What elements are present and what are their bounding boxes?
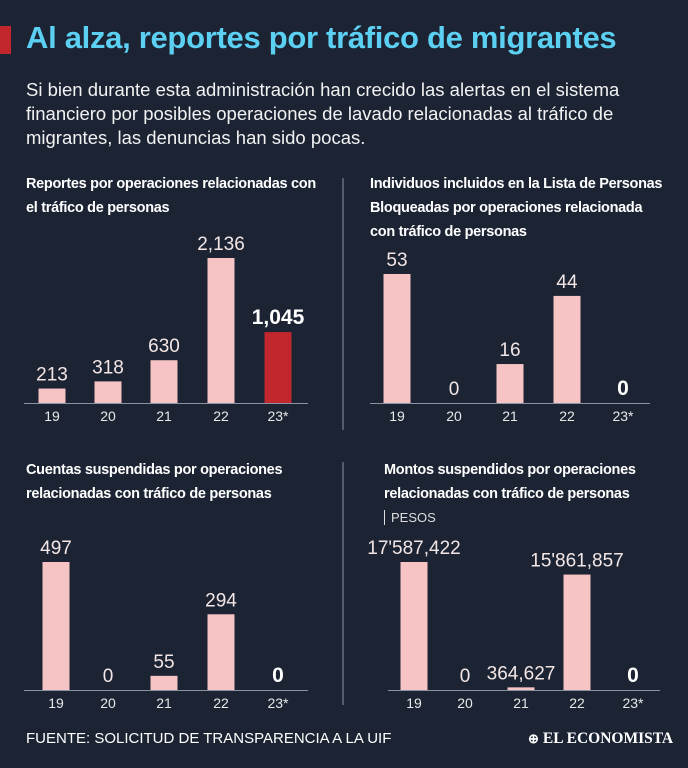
- bar: [383, 274, 411, 403]
- brand-icon: ⊕: [528, 731, 539, 746]
- bar: [207, 258, 235, 403]
- value-label: 53: [386, 250, 407, 271]
- value-label: 0: [272, 664, 284, 687]
- value-label: 318: [92, 357, 124, 378]
- x-tick-label: 20: [446, 408, 462, 424]
- bar: [264, 332, 292, 403]
- chart-title: Cuentas suspendidas por operaciones rela…: [26, 462, 283, 502]
- bar: [507, 687, 535, 690]
- value-label: 16: [499, 340, 520, 361]
- bar: [563, 574, 591, 690]
- x-tick-label: 19: [48, 695, 64, 711]
- x-tick-label: 23*: [622, 695, 644, 711]
- value-label: 17'587,422: [367, 538, 460, 559]
- bar: [496, 364, 524, 403]
- x-tick-label: 21: [156, 695, 172, 711]
- bar: [553, 295, 581, 403]
- x-tick-label: 23*: [267, 695, 289, 711]
- value-label: 213: [36, 365, 68, 386]
- value-label: 1,045: [252, 306, 305, 329]
- bar: [42, 562, 70, 690]
- x-tick-label: 21: [156, 408, 172, 424]
- bar: [38, 388, 66, 403]
- x-tick-label: 22: [213, 408, 229, 424]
- bar: [150, 360, 178, 403]
- x-tick-label: 23*: [267, 408, 289, 424]
- x-tick-label: 21: [502, 408, 518, 424]
- x-tick-label: 20: [100, 408, 116, 424]
- value-label: 0: [103, 666, 114, 687]
- unit-label: PESOS: [384, 510, 436, 525]
- x-tick-label: 19: [406, 695, 422, 711]
- x-tick-label: 20: [100, 695, 116, 711]
- value-label: 2,136: [197, 234, 245, 255]
- value-label: 15'861,857: [530, 551, 623, 572]
- value-label: 497: [40, 538, 72, 559]
- chart-title: Montos suspendidos por operaciones relac…: [384, 462, 636, 502]
- x-tick-label: 22: [569, 695, 585, 711]
- value-label: 294: [205, 590, 237, 611]
- x-tick-label: 22: [213, 695, 229, 711]
- bar: [207, 614, 235, 690]
- page-subtitle: Si bien durante esta administración han …: [26, 79, 620, 148]
- x-tick-label: 21: [513, 695, 529, 711]
- x-tick-label: 23*: [612, 408, 634, 424]
- brand-name: EL ECONOMISTA: [542, 730, 674, 747]
- value-label: 0: [460, 666, 471, 687]
- accent-bar: [0, 26, 11, 54]
- bar: [94, 381, 122, 403]
- value-label: 364,627: [487, 663, 556, 684]
- value-label: 0: [617, 377, 629, 400]
- value-label: 630: [148, 336, 180, 357]
- bar: [150, 675, 178, 690]
- x-tick-label: 22: [559, 408, 575, 424]
- chart-title: Individuos incluidos en la Lista de Pers…: [370, 176, 663, 240]
- brand: ⊕ EL ECONOMISTA: [528, 730, 673, 748]
- x-tick-label: 20: [457, 695, 473, 711]
- x-tick-label: 19: [44, 408, 60, 424]
- value-label: 0: [627, 664, 639, 687]
- x-tick-label: 19: [389, 408, 405, 424]
- bar: [400, 562, 428, 690]
- source: FUENTE: SOLICITUD DE TRANSPARENCIA A LA …: [26, 730, 392, 747]
- value-label: 44: [556, 272, 578, 293]
- page-title: Al alza, reportes por tráfico de migrant…: [26, 20, 617, 55]
- value-label: 0: [449, 379, 460, 400]
- chart-title: Reportes por operaciones relacionadas co…: [26, 176, 316, 216]
- value-label: 55: [153, 652, 174, 673]
